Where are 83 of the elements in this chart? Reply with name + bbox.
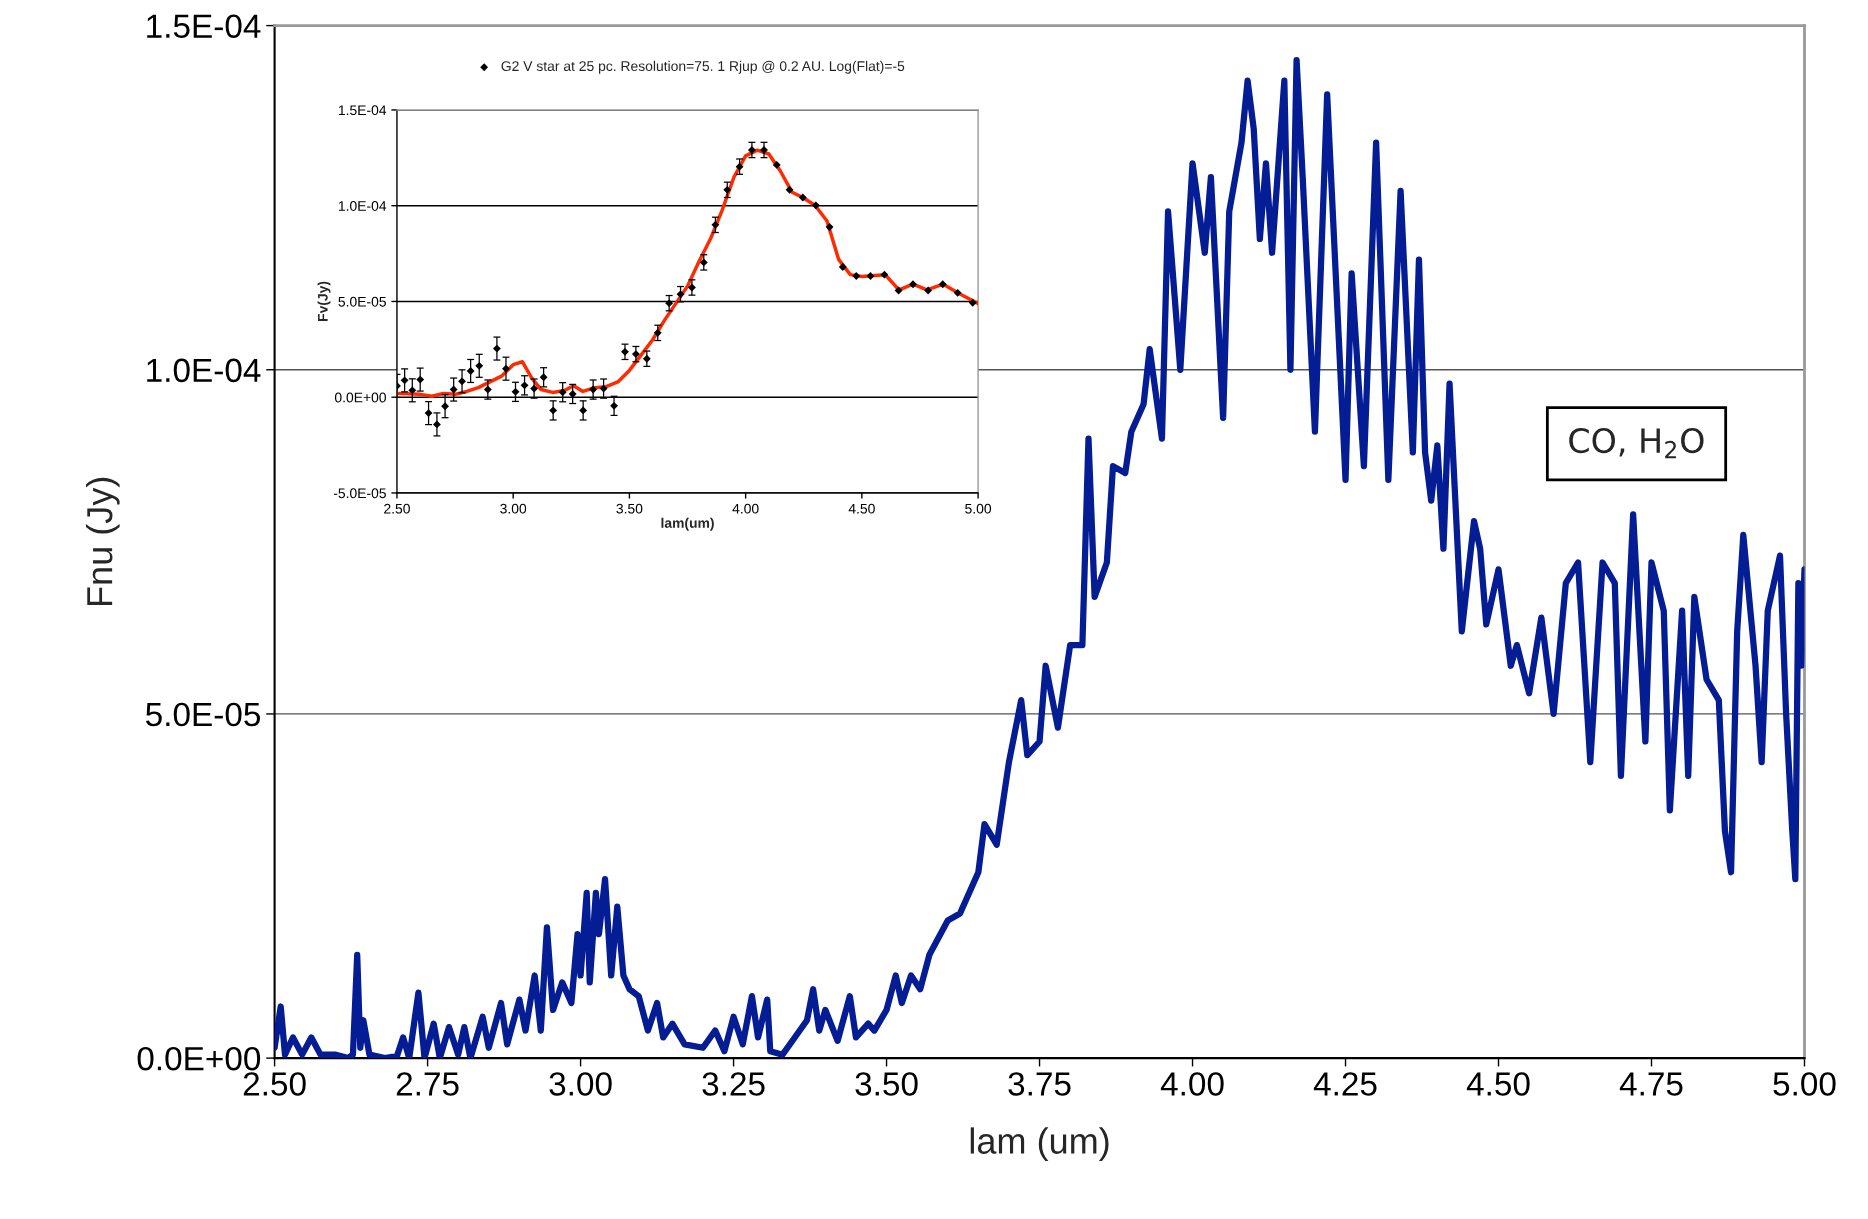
point bbox=[825, 223, 834, 231]
legend-label: G2 V star at 25 pc. Resolution=75. 1 Rjup @ 0.2 AU. Log(Flat)=-5 bbox=[501, 60, 905, 74]
y-tick-label: 1.5E-04 bbox=[147, 14, 261, 39]
point bbox=[735, 162, 744, 171]
y-tick-label: 5.0E-05 bbox=[338, 296, 386, 307]
point bbox=[894, 286, 903, 295]
y-tick-label: 0.0E+00 bbox=[334, 392, 386, 403]
point bbox=[558, 388, 567, 397]
y-axis-title: Fv(Jy) bbox=[317, 281, 331, 321]
point bbox=[785, 185, 794, 194]
point bbox=[924, 286, 933, 295]
y-tick-label: 1.5E-04 bbox=[338, 105, 387, 116]
point bbox=[953, 288, 962, 297]
point bbox=[852, 272, 861, 280]
x-tick-label: 4.75 bbox=[1619, 1072, 1683, 1096]
x-axis-title: lam (um) bbox=[970, 1127, 1109, 1161]
x-tick-label: 2.50 bbox=[384, 503, 410, 514]
x-tick-label: 3.75 bbox=[1008, 1072, 1071, 1096]
point bbox=[711, 220, 720, 229]
point bbox=[631, 350, 640, 359]
point bbox=[492, 344, 501, 353]
point bbox=[408, 386, 417, 395]
point bbox=[520, 381, 529, 390]
point bbox=[642, 354, 651, 363]
y-tick-label: -5.0E-05 bbox=[333, 488, 386, 499]
point bbox=[416, 375, 425, 384]
point bbox=[866, 272, 875, 280]
x-tick-label: 4.50 bbox=[1466, 1072, 1530, 1096]
point bbox=[688, 283, 696, 292]
point bbox=[798, 193, 807, 202]
annotation: CO, H$_{2}$O bbox=[1569, 427, 1704, 459]
point bbox=[747, 146, 756, 154]
point bbox=[621, 347, 629, 356]
y-tick-label: 1.0E-04 bbox=[147, 358, 261, 383]
x-tick-label: 4.50 bbox=[848, 503, 875, 514]
y-axis-title: Fnu (Jy) bbox=[85, 477, 120, 606]
x-tick-label: 4.25 bbox=[1313, 1072, 1377, 1096]
point bbox=[475, 361, 484, 370]
x-tick-label: 3.25 bbox=[702, 1072, 765, 1096]
x-tick-label: 3.50 bbox=[855, 1072, 918, 1096]
x-tick-label: 3.50 bbox=[616, 503, 643, 514]
x-tick-label: 3.00 bbox=[500, 503, 527, 514]
point bbox=[772, 160, 781, 169]
point bbox=[568, 390, 577, 398]
x-tick-label: 4.00 bbox=[1160, 1072, 1224, 1096]
point bbox=[665, 299, 674, 308]
point bbox=[589, 385, 598, 394]
point bbox=[579, 406, 588, 415]
point bbox=[968, 298, 977, 307]
point bbox=[539, 373, 548, 382]
point bbox=[811, 201, 820, 210]
point bbox=[549, 406, 558, 415]
point bbox=[653, 328, 662, 337]
point bbox=[458, 377, 466, 386]
point bbox=[530, 384, 539, 393]
point bbox=[502, 364, 510, 373]
point bbox=[909, 280, 917, 289]
point bbox=[433, 420, 441, 429]
y-tick-label: 1.0E-04 bbox=[338, 201, 387, 211]
point bbox=[723, 185, 732, 194]
y-tick-label: 5.0E-05 bbox=[146, 702, 261, 727]
point bbox=[610, 401, 618, 410]
x-tick-label: 3.00 bbox=[549, 1072, 612, 1096]
x-tick-label: 5.00 bbox=[1773, 1072, 1836, 1096]
point bbox=[880, 270, 889, 279]
x-tick-label: 5.00 bbox=[965, 503, 992, 514]
x-tick-label: 4.00 bbox=[732, 503, 759, 514]
x-axis-title: lam(um) bbox=[661, 517, 714, 531]
point bbox=[676, 290, 685, 299]
point bbox=[483, 385, 492, 394]
point bbox=[424, 409, 433, 418]
point bbox=[400, 376, 409, 385]
point bbox=[511, 387, 520, 396]
point bbox=[466, 367, 475, 375]
x-tick-label: 2.50 bbox=[243, 1072, 306, 1096]
point bbox=[599, 384, 608, 393]
point bbox=[441, 402, 449, 411]
point bbox=[699, 258, 708, 267]
point bbox=[838, 263, 847, 271]
x-tick-label: 2.75 bbox=[396, 1072, 459, 1096]
point bbox=[449, 385, 458, 394]
point bbox=[938, 280, 947, 289]
y-tick-label: 0.0E+00 bbox=[137, 1046, 261, 1071]
